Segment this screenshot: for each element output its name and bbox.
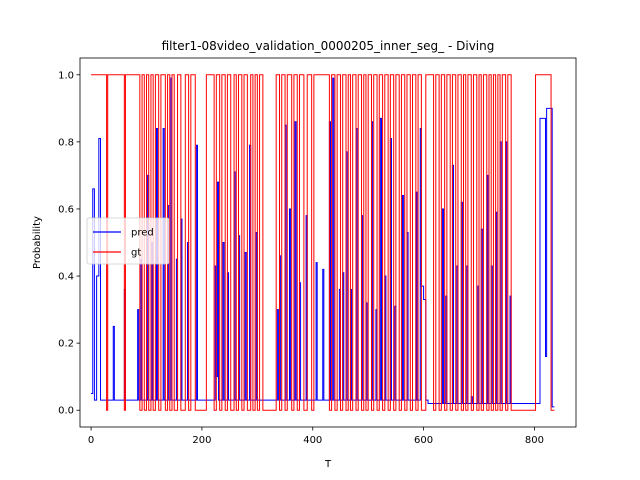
x-tick-label: 200 <box>192 435 211 446</box>
y-tick-label: 0.4 <box>58 272 74 283</box>
axes-frame <box>79 57 577 428</box>
y-tick-label: 1.0 <box>58 70 74 81</box>
plot-area <box>91 74 555 411</box>
x-tick-label: 800 <box>525 435 544 446</box>
x-axis-label: T <box>324 459 332 470</box>
x-tick-label: 0 <box>88 435 94 446</box>
legend-box <box>86 217 170 265</box>
legend: pred gt <box>86 217 170 265</box>
x-tick-label: 600 <box>414 435 433 446</box>
series-line-gt <box>91 74 555 411</box>
x-tick-label: 400 <box>303 435 322 446</box>
y-tick-label: 0.2 <box>58 339 74 350</box>
series-line-pred <box>91 77 555 408</box>
x-axis-ticks: 0 200 400 600 800 <box>88 427 544 446</box>
legend-gt-label: gt <box>131 248 141 259</box>
y-tick-label: 0.8 <box>58 137 74 148</box>
chart-title: filter1-08video_validation_0000205_inner… <box>162 39 495 53</box>
y-tick-label: 0.6 <box>58 204 74 215</box>
legend-pred-label: pred <box>131 228 154 239</box>
y-axis-ticks: 0.0 0.2 0.4 0.6 0.8 1.0 <box>58 70 80 417</box>
y-tick-label: 0.0 <box>58 406 74 417</box>
y-axis-label: Probability <box>32 216 43 269</box>
lines-layer <box>91 74 555 411</box>
